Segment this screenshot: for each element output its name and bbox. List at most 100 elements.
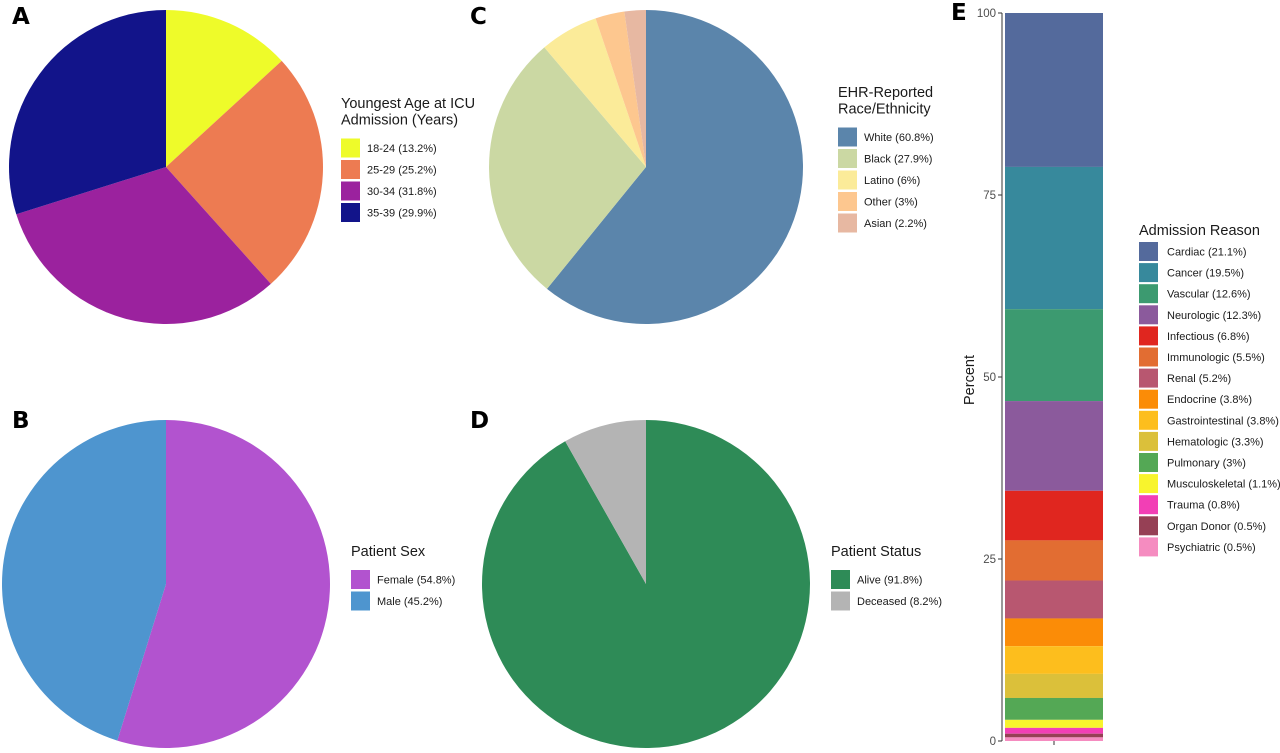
- panel-label-d: D: [470, 408, 489, 434]
- legend-swatch-male: [351, 591, 370, 611]
- legend-label-infectious: Infectious (6.8%): [1167, 331, 1250, 343]
- bar-segment-renal: [1005, 580, 1103, 619]
- legend-label-alive: Alive (91.8%): [857, 575, 922, 587]
- legend-label-psychiatric: Psychiatric (0.5%): [1167, 542, 1256, 554]
- legend-label-male: Male (45.2%): [377, 596, 442, 608]
- legend-swatch-trauma: [1139, 495, 1158, 515]
- legend-swatch-latino: [838, 170, 857, 190]
- legend-label-asian: Asian (2.2%): [864, 218, 927, 230]
- bar-segment-musculoskeletal: [1005, 719, 1103, 728]
- legend-label-endocrine: Endocrine (3.8%): [1167, 394, 1252, 406]
- legend-swatch-cancer: [1139, 263, 1158, 283]
- legend-label-gastrointestinal: Gastrointestinal (3.8%): [1167, 415, 1279, 427]
- bar-segment-infectious: [1005, 490, 1103, 541]
- legend-swatch-psychiatric: [1139, 537, 1158, 557]
- legend-title: Admission Reason: [1139, 223, 1260, 239]
- legend-title: Admission (Years): [341, 113, 458, 129]
- legend-label-female: Female (54.8%): [377, 575, 455, 587]
- legend-swatch-35-39: [341, 203, 360, 222]
- legend-swatch-white: [838, 127, 857, 147]
- legend-swatch-black: [838, 149, 857, 168]
- legend-swatch-30-34: [341, 181, 360, 201]
- legend-label-renal: Renal (5.2%): [1167, 373, 1231, 385]
- y-axis-title: Percent: [962, 355, 978, 405]
- legend-label-30-34: 30-34 (31.8%): [367, 186, 437, 198]
- pie-slice-35-39: [8, 9, 167, 215]
- pie-slice-18-24: [166, 10, 282, 167]
- panel-label-e: E: [951, 0, 967, 26]
- legend-swatch-immunologic: [1139, 347, 1158, 367]
- pie-slice-30-34: [16, 167, 271, 325]
- y-tick-label-75: 75: [983, 190, 996, 202]
- legend-label-other: Other (3%): [864, 197, 918, 209]
- y-tick-label-0: 0: [990, 736, 996, 748]
- legend-label-white: White (60.8%): [864, 132, 934, 144]
- bar-segment-pulmonary: [1005, 697, 1103, 720]
- legend-swatch-deceased: [831, 591, 850, 611]
- legend-swatch-organ-donor: [1139, 516, 1158, 536]
- legend-swatch-renal: [1139, 368, 1158, 388]
- legend-label-hematologic: Hematologic (3.3%): [1167, 436, 1264, 448]
- pie-slice-alive: [481, 420, 810, 748]
- bar-segment-hematologic: [1005, 673, 1103, 698]
- legend-title: Race/Ethnicity: [838, 102, 931, 118]
- legend-swatch-asian: [838, 213, 857, 233]
- legend-swatch-female: [351, 570, 370, 589]
- legend-label-trauma: Trauma (0.8%): [1167, 500, 1240, 512]
- legend-label-organ-donor: Organ Donor (0.5%): [1167, 521, 1266, 533]
- legend-swatch-other: [838, 192, 857, 211]
- legend-swatch-vascular: [1139, 284, 1158, 304]
- pie-slice-latino: [544, 18, 646, 167]
- pie-slice-asian: [624, 10, 646, 167]
- legend-label-deceased: Deceased (8.2%): [857, 596, 942, 608]
- legend-swatch-musculoskeletal: [1139, 474, 1158, 494]
- legend-label-cardiac: Cardiac (21.1%): [1167, 247, 1246, 259]
- legend-title: Patient Sex: [351, 544, 426, 560]
- legend-swatch-infectious: [1139, 326, 1158, 346]
- legend-title: EHR-Reported: [838, 85, 933, 101]
- legend-label-cancer: Cancer (19.5%): [1167, 268, 1244, 280]
- legend-swatch-18-24: [341, 138, 360, 158]
- legend-label-35-39: 35-39 (29.9%): [367, 208, 437, 220]
- y-tick-label-25: 25: [983, 554, 996, 566]
- legend-swatch-pulmonary: [1139, 453, 1158, 472]
- legend-swatch-endocrine: [1139, 389, 1158, 409]
- bar-segment-organ-donor: [1005, 733, 1103, 738]
- legend-title: Youngest Age at ICU: [341, 96, 475, 112]
- pie-slice-white: [546, 10, 804, 324]
- panel-label-b: B: [12, 408, 30, 434]
- legend-title: Patient Status: [831, 544, 921, 560]
- bar-segment-gastrointestinal: [1005, 646, 1103, 674]
- panel-label-c: C: [470, 4, 487, 30]
- legend-label-latino: Latino (6%): [864, 175, 920, 187]
- legend-label-neurologic: Neurologic (12.3%): [1167, 310, 1261, 322]
- bar-segment-psychiatric: [1005, 737, 1103, 741]
- y-tick-label-100: 100: [977, 8, 996, 20]
- legend-label-vascular: Vascular (12.6%): [1167, 289, 1251, 301]
- legend-label-musculoskeletal: Musculoskeletal (1.1%): [1167, 479, 1280, 491]
- bar-segment-vascular: [1005, 309, 1103, 402]
- panel-label-a: A: [12, 4, 30, 30]
- pie-slice-deceased: [565, 420, 646, 584]
- pie-slice-25-29: [166, 60, 323, 284]
- legend-swatch-cardiac: [1139, 242, 1158, 261]
- legend-swatch-alive: [831, 570, 850, 589]
- legend-label-immunologic: Immunologic (5.5%): [1167, 352, 1265, 364]
- legend-swatch-gastrointestinal: [1139, 410, 1158, 430]
- bar-segment-cancer: [1005, 166, 1103, 310]
- bar-segment-neurologic: [1005, 401, 1103, 491]
- bar-segment-endocrine: [1005, 618, 1103, 647]
- legend-label-25-29: 25-29 (25.2%): [367, 165, 437, 177]
- pie-slice-black: [489, 47, 646, 289]
- panel-b: B Patient Sex Female (54.8%) Male (45.2%): [1, 408, 455, 748]
- pie-slice-female: [117, 420, 330, 748]
- bar-segment-cardiac: [1005, 13, 1103, 167]
- legend-label-black: Black (27.9%): [864, 154, 932, 166]
- bar-segment-trauma: [1005, 727, 1103, 734]
- panel-d: D Patient Status Alive (91.8%) Deceased (8.…: [470, 408, 942, 748]
- pie-slice-male: [1, 420, 167, 741]
- bar-segment-immunologic: [1005, 540, 1103, 581]
- pie-slice-other: [595, 11, 646, 167]
